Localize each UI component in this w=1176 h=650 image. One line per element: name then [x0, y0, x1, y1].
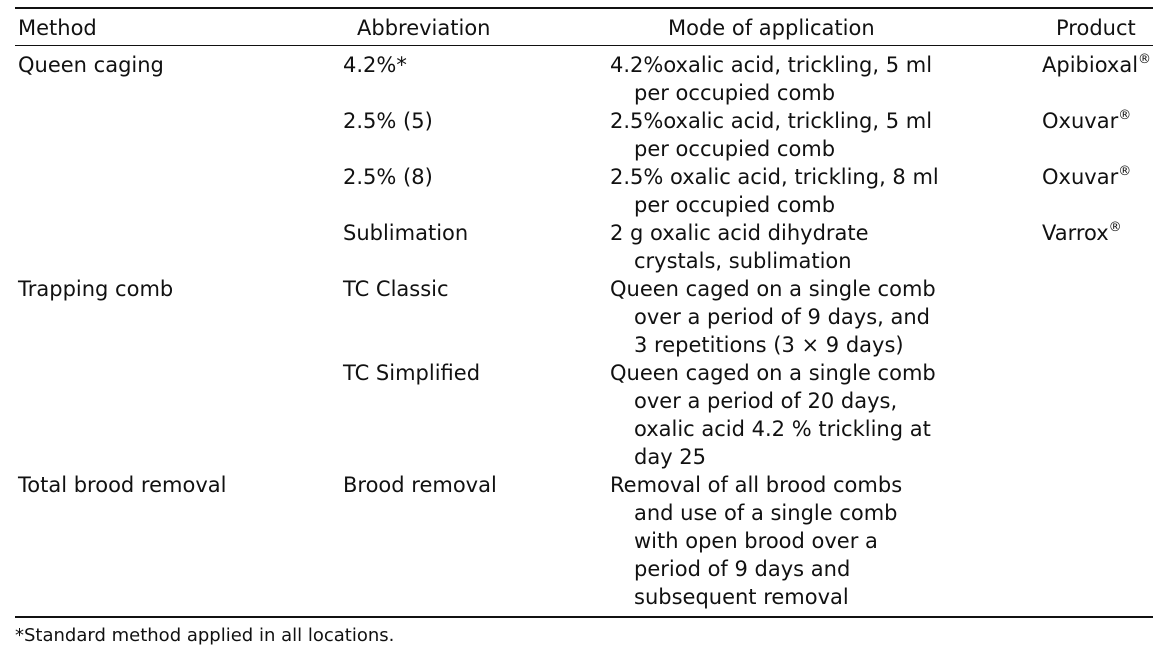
cell-abbreviation: TC Simplified [343, 361, 481, 385]
cell-abbreviation: Brood removal [343, 473, 497, 497]
cell-product: Apibioxal® [1042, 51, 1151, 79]
table-header-rule [15, 45, 1153, 46]
cell-product: Varrox® [1042, 219, 1122, 247]
mode-line: with open brood over a [634, 529, 878, 553]
cell-mode-of-application: 2 g oxalic acid dihydrate crystals, subli… [610, 219, 869, 275]
mode-line: subsequent removal [634, 585, 849, 609]
mode-line: Removal of all brood combs [610, 473, 903, 497]
product-name: Apibioxal [1042, 53, 1139, 77]
cell-mode-of-application: Queen caged on a single comb over a perio… [610, 275, 936, 359]
cell-mode-of-application: 2.5% oxalic acid, trickling, 8 ml per occ… [610, 163, 939, 219]
cell-mode-of-application: 2.5%oxalic acid, trickling, 5 ml per occu… [610, 107, 932, 163]
mode-line: and use of a single comb [634, 501, 898, 525]
mode-line: 4.2%oxalic acid, trickling, 5 ml [610, 53, 933, 77]
cell-abbreviation: 2.5% (8) [343, 165, 433, 189]
mode-line: 2.5% oxalic acid, trickling, 8 ml [610, 165, 939, 189]
cell-method: Queen caging [18, 53, 164, 77]
mode-line: oxalic acid 4.2 % trickling at [634, 417, 931, 441]
cell-abbreviation: TC Classic [343, 277, 449, 301]
cell-method: Total brood removal [18, 473, 227, 497]
mode-line: over a period of 9 days, and [634, 305, 930, 329]
cell-mode-of-application: Queen caged on a single comb over a perio… [610, 359, 936, 471]
cell-abbreviation: 4.2%* [343, 53, 407, 77]
cell-method: Trapping comb [18, 277, 174, 301]
mode-line: 2 g oxalic acid dihydrate [610, 221, 869, 245]
cell-abbreviation: 2.5% (5) [343, 109, 433, 133]
table-bottom-rule [15, 616, 1153, 618]
mode-line: day 25 [634, 445, 707, 469]
product-name: Varrox [1042, 221, 1109, 245]
cell-mode-of-application: Removal of all brood combs and use of a s… [610, 471, 902, 611]
cell-product: Oxuvar® [1042, 107, 1131, 135]
header-product: Product [1056, 16, 1136, 40]
mode-line: Queen caged on a single comb [610, 277, 936, 301]
mode-line: period of 9 days and [634, 557, 851, 581]
cell-abbreviation: Sublimation [343, 221, 469, 245]
mode-line: 3 repetitions (3 × 9 days) [634, 333, 904, 357]
mode-line: Queen caged on a single comb [610, 361, 936, 385]
product-name: Oxuvar [1042, 165, 1119, 189]
table-top-rule [15, 7, 1153, 9]
cell-product: Oxuvar® [1042, 163, 1131, 191]
mode-line: crystals, sublimation [634, 249, 852, 273]
mode-line: per occupied comb [634, 137, 836, 161]
cell-mode-of-application: 4.2%oxalic acid, trickling, 5 ml per occu… [610, 51, 932, 107]
registered-mark: ® [1118, 108, 1132, 123]
mode-line: 2.5%oxalic acid, trickling, 5 ml [610, 109, 933, 133]
product-name: Oxuvar [1042, 109, 1119, 133]
mode-line: over a period of 20 days, [634, 389, 898, 413]
mode-line: per occupied comb [634, 81, 836, 105]
header-abbreviation: Abbreviation [357, 16, 491, 40]
registered-mark: ® [1118, 164, 1132, 179]
mode-line: per occupied comb [634, 193, 836, 217]
table-footnote: *Standard method applied in all location… [15, 625, 395, 646]
registered-mark: ® [1138, 52, 1152, 67]
header-mode-of-application: Mode of application [668, 16, 875, 40]
header-method: Method [18, 16, 97, 40]
registered-mark: ® [1108, 220, 1122, 235]
